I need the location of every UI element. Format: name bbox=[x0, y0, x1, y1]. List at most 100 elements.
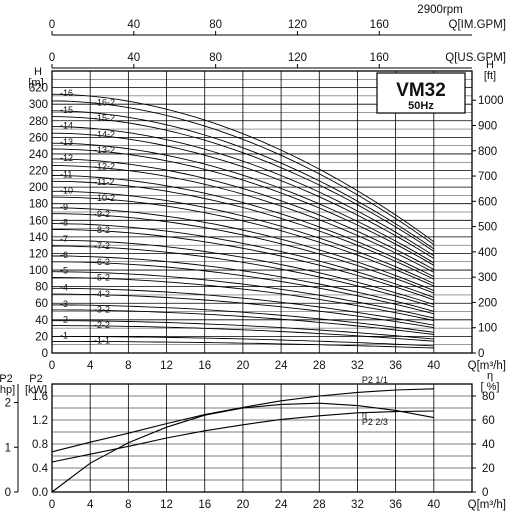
head-y-tick-label: 140 bbox=[29, 232, 48, 244]
head-y-tick-label: 200 bbox=[29, 182, 48, 194]
power-right-tick-label: 40 bbox=[482, 439, 495, 451]
head-y-tick-label: 180 bbox=[29, 199, 48, 211]
head-curve bbox=[52, 165, 435, 273]
head-x-tick-label: 24 bbox=[275, 360, 288, 372]
head-right-tick-label: 200 bbox=[478, 297, 497, 309]
top-axis-label: Q[IM.GPM] bbox=[449, 19, 507, 31]
top-axis-tick-label: 160 bbox=[370, 52, 389, 64]
power-x-tick-label: 28 bbox=[313, 499, 326, 511]
head-y-tick-label: 280 bbox=[29, 116, 48, 128]
head-curve bbox=[52, 261, 434, 315]
speed-label: 2900rpm bbox=[417, 4, 462, 16]
head-x-tick-label: 8 bbox=[125, 360, 131, 372]
head-right-tick-label: 100 bbox=[478, 323, 497, 335]
stage-label-left: -13 bbox=[60, 137, 73, 147]
power-hp-tick-label: 2 bbox=[5, 398, 11, 410]
stage-label-left: -12 bbox=[60, 153, 73, 163]
head-right-axis-label: H bbox=[486, 59, 494, 71]
stage-label-left: -15 bbox=[60, 105, 73, 115]
head-curve bbox=[52, 190, 434, 284]
stage-label-right: -4-2 bbox=[94, 289, 110, 299]
head-y-tick-label: 120 bbox=[29, 248, 48, 260]
top-axis-tick-label: 120 bbox=[288, 52, 307, 64]
stage-label-right: -16-2 bbox=[94, 98, 115, 108]
head-curve bbox=[51, 116, 435, 252]
head-curve bbox=[51, 93, 435, 243]
stage-label-right: -12-2 bbox=[94, 162, 115, 172]
head-curve bbox=[51, 126, 435, 256]
head-right-tick-label: 0 bbox=[478, 348, 484, 360]
power-x-tick-label: 20 bbox=[237, 499, 250, 511]
power-plot-frame bbox=[51, 383, 473, 493]
head-y-tick-label: 260 bbox=[29, 132, 48, 144]
power-series-line bbox=[51, 402, 434, 493]
top-axis-tick-label: 80 bbox=[209, 52, 222, 64]
head-y-tick-label: 20 bbox=[35, 331, 48, 343]
head-curve bbox=[52, 309, 434, 335]
head-curve bbox=[51, 196, 434, 287]
power-right-tick-label: 80 bbox=[482, 391, 495, 403]
power-x-tick-label: 24 bbox=[275, 499, 288, 511]
head-right-tick-label: 600 bbox=[478, 196, 497, 208]
stage-label-right: -3-2 bbox=[94, 304, 110, 314]
stage-label-right: -14-2 bbox=[94, 130, 115, 140]
top-flow-axes: 0 40 80 120 160 Q[IM.GPM] 0 40 80 120 160 Q[US.GPM] bbox=[49, 19, 507, 69]
power-right-tick-label: 20 bbox=[482, 463, 495, 475]
head-chart: 0 4 8 12 16 20 24 28 32 36 40020406080100120140160… bbox=[28, 59, 506, 372]
top-axis-tick-label: 40 bbox=[127, 19, 140, 31]
top-axis-tick-label: 40 bbox=[127, 52, 140, 64]
head-y-tick-label: 300 bbox=[29, 99, 48, 111]
head-x-tick-label: 28 bbox=[313, 360, 326, 372]
power-hp-tick-label: 0 bbox=[5, 487, 11, 499]
head-y-tick-label: 60 bbox=[35, 298, 48, 310]
power-chart: 04812162024283236400.00.40.81.21.6012P2[… bbox=[0, 370, 506, 511]
power-series-label: P2 2/3 bbox=[362, 417, 388, 427]
head-y-tick-label: 40 bbox=[35, 315, 48, 327]
power-y-tick-label: 0.8 bbox=[32, 439, 48, 451]
head-curve bbox=[52, 335, 434, 347]
head-curve bbox=[52, 304, 434, 333]
stage-label-left: -11 bbox=[60, 170, 72, 180]
stage-label-right: -5-2 bbox=[94, 272, 110, 282]
power-x-tick-label: 16 bbox=[198, 499, 211, 511]
head-y-tick-label: 80 bbox=[35, 282, 48, 294]
head-right-tick-label: 300 bbox=[478, 272, 497, 284]
power-x-tick-label: 36 bbox=[389, 499, 402, 511]
head-x-tick-label: 20 bbox=[237, 360, 250, 372]
head-curve bbox=[52, 207, 434, 292]
head-curve bbox=[52, 213, 434, 294]
power-x-axis-label: Q[m³/h] bbox=[468, 499, 506, 511]
top-axis-tick-label: 120 bbox=[288, 19, 307, 31]
stage-label-right: -10-2 bbox=[94, 193, 115, 203]
stage-label-left: -10 bbox=[60, 185, 73, 195]
power-kw-axis-unit: [kW] bbox=[25, 384, 47, 396]
stage-label-left: -8 bbox=[60, 218, 68, 228]
head-curve bbox=[51, 239, 434, 305]
head-right-tick-label: 400 bbox=[478, 247, 497, 259]
stage-label-right: -15-2 bbox=[94, 113, 115, 123]
power-series-label: η bbox=[362, 410, 367, 420]
stage-label-right: -6-2 bbox=[94, 257, 110, 267]
stage-label-left: -5 bbox=[60, 266, 68, 276]
power-x-tick-label: 8 bbox=[125, 499, 131, 511]
head-right-tick-label: 500 bbox=[478, 222, 497, 234]
head-curve bbox=[51, 277, 434, 321]
head-right-tick-label: 1000 bbox=[478, 95, 504, 107]
top-axis-tick-label: 0 bbox=[49, 52, 55, 64]
head-right-axis-unit: [ft] bbox=[484, 70, 496, 82]
stage-label-left: -3 bbox=[60, 299, 68, 309]
power-hp-tick-label: 1 bbox=[5, 442, 11, 454]
power-right-tick-label: 60 bbox=[482, 415, 495, 427]
top-axis-tick-label: 80 bbox=[209, 19, 222, 31]
head-x-tick-label: 32 bbox=[351, 360, 364, 372]
efficiency-axis-label: η bbox=[487, 370, 493, 382]
head-x-tick-label: 36 bbox=[389, 360, 402, 372]
head-curve bbox=[51, 180, 434, 280]
head-curve bbox=[51, 110, 435, 250]
stage-label-right: -9-2 bbox=[94, 209, 110, 219]
stage-label-left: -4 bbox=[60, 282, 68, 292]
power-x-tick-label: 0 bbox=[49, 499, 55, 511]
head-y-tick-label: 160 bbox=[29, 215, 48, 227]
top-axis-label: Q[US.GPM] bbox=[445, 52, 506, 64]
